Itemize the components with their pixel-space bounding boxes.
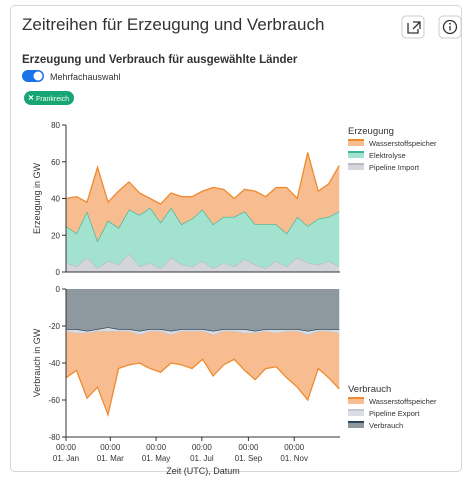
legend-swatch: [348, 140, 364, 146]
area: [66, 152, 340, 241]
x-tick-label: 00:00: [284, 443, 305, 452]
area-line: [65, 358, 340, 418]
x-tick-label: 01. Mar: [97, 454, 124, 463]
toggle-switch[interactable]: [22, 70, 44, 82]
x-tick-label: 00:00: [192, 443, 213, 452]
legend-title: Verbrauch: [348, 384, 391, 395]
legend-swatch: [348, 398, 364, 404]
area: [66, 253, 340, 272]
y-tick-label: 40: [51, 195, 60, 204]
y-tick-label: -60: [48, 396, 60, 405]
card-title: Zeitreihen für Erzeugung und Verbrauch: [22, 15, 324, 34]
x-tick-label: 00:00: [146, 443, 167, 452]
y-tick-label: -40: [48, 359, 60, 368]
x-tick-label: 01. Nov: [280, 454, 308, 463]
legend-label: Pipeline Export: [369, 409, 420, 418]
y-tick-label: 80: [51, 121, 60, 130]
legend-label: Elektrolyse: [369, 151, 406, 160]
y-tick-label: 0: [56, 268, 61, 277]
legend-title: Erzeugung: [348, 126, 394, 137]
y-tick-label: -20: [48, 322, 60, 331]
x-tick-label: 00:00: [238, 443, 259, 452]
legend-label: Verbrauch: [369, 421, 403, 430]
x-tick-label: 00:00: [100, 443, 121, 452]
area: [66, 331, 340, 415]
open-external-button[interactable]: [401, 15, 425, 39]
x-tick-label: 01. Jul: [190, 454, 214, 463]
legend-swatch: [348, 164, 364, 170]
subtitle: Erzeugung und Verbrauch für ausgewählte …: [22, 54, 298, 66]
legend-label: Wasserstoffspeicher: [369, 397, 437, 406]
y-axis-title: Verbrauch in GW: [32, 328, 42, 397]
legend-swatch: [348, 410, 364, 416]
chip-label: Frankreich: [36, 96, 69, 103]
y-axis-title: Erzeugung in GW: [32, 162, 42, 234]
area: [66, 289, 340, 332]
info-button[interactable]: [438, 15, 462, 39]
y-tick-label: 0: [56, 285, 61, 294]
x-tick-label: 01. Sep: [235, 454, 263, 463]
area: [66, 207, 340, 269]
legend-swatch: [348, 422, 364, 428]
legend-label: Pipeline Import: [369, 163, 420, 172]
area-line: [65, 152, 340, 205]
y-tick-label: 20: [51, 231, 60, 240]
toggle-label: Mehrfachauswahl: [50, 72, 121, 82]
country-chip[interactable]: Frankreich: [24, 91, 74, 105]
x-tick-label: 00:00: [56, 443, 77, 452]
x-tick-label: 01. May: [142, 454, 170, 463]
legend-label: Wasserstoffspeicher: [369, 139, 437, 148]
x-tick-label: 01. Jan: [53, 454, 79, 463]
y-tick-label: 60: [51, 158, 60, 167]
y-tick-label: -80: [48, 433, 60, 442]
x-axis-title: Zeit (UTC), Datum: [166, 466, 240, 476]
legend-swatch: [348, 152, 364, 158]
